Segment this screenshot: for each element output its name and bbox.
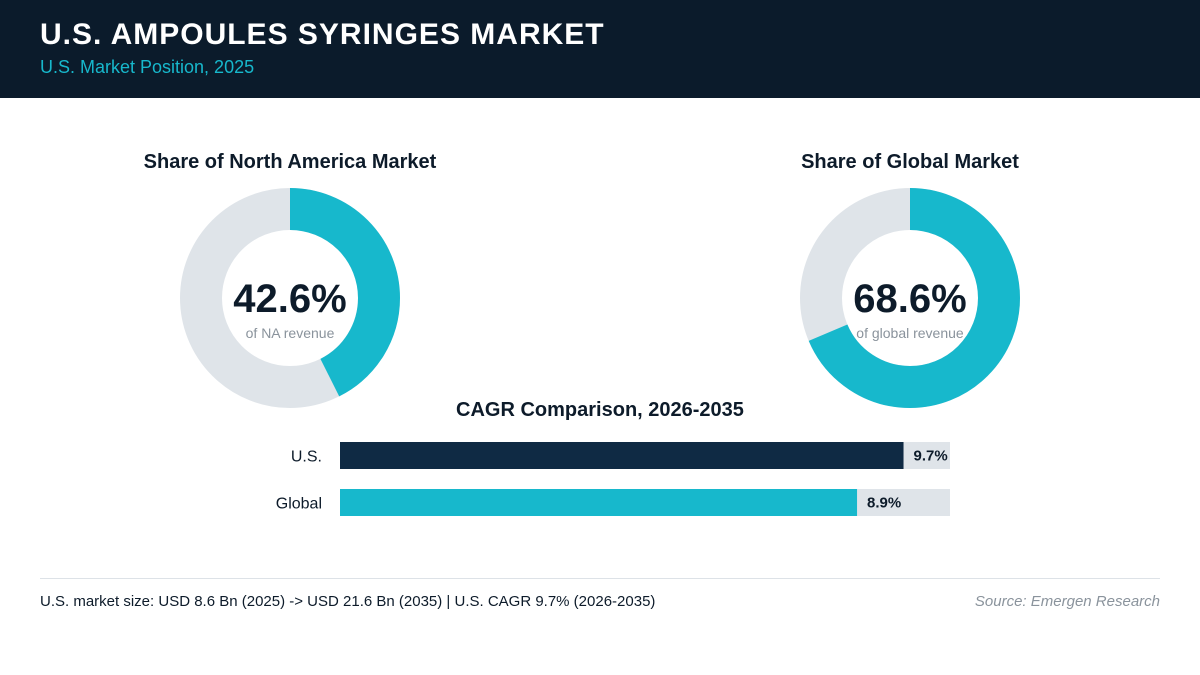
global-donut-title: Share of Global Market: [801, 151, 1019, 173]
global-donut-value: 68.6%: [853, 277, 966, 321]
footer-divider: [40, 578, 1160, 579]
na-donut-value: 42.6%: [233, 277, 346, 321]
cagr-chart-title: CAGR Comparison, 2026-2035: [456, 399, 744, 421]
na-donut-caption: of NA revenue: [246, 325, 335, 341]
bar-us: [340, 442, 904, 469]
na-donut-slice: [180, 188, 400, 408]
bar-label-global: Global: [276, 496, 322, 513]
na-donut-title: Share of North America Market: [143, 151, 437, 173]
bar-global: [340, 489, 858, 516]
global-donut-slice: [800, 188, 1020, 408]
bar-label-us: U.S.: [291, 449, 322, 466]
page-subtitle: U.S. Market Position, 2025: [40, 57, 255, 77]
global-donut-caption: of global revenue: [856, 325, 964, 341]
bar-value-us: 9.7%: [914, 448, 948, 465]
source-credit: Source: Emergen Research: [974, 593, 1160, 610]
header-banner: U.S. AMPOULES SYRINGES MARKET U.S. Marke…: [0, 0, 1200, 98]
page-title: U.S. AMPOULES SYRINGES MARKET: [40, 18, 605, 51]
market-size-note: U.S. market size: USD 8.6 Bn (2025) -> U…: [40, 593, 656, 610]
bar-value-global: 8.9%: [867, 495, 901, 512]
